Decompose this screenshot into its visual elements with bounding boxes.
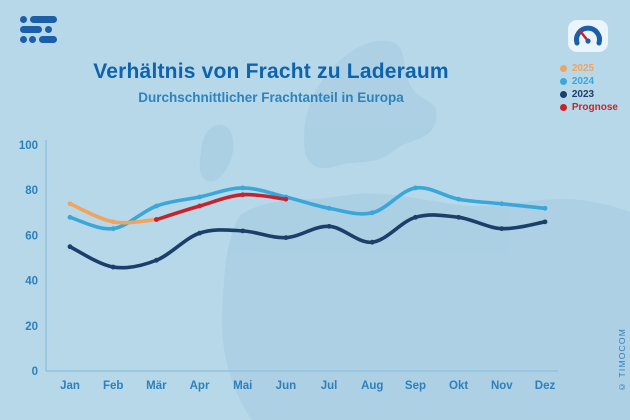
page-subtitle: Durchschnittlicher Frachtanteil in Europ… <box>138 90 404 105</box>
legend-item-2025: 2025 <box>559 62 618 75</box>
legend-label: 2024 <box>571 76 595 87</box>
map-britain <box>199 124 234 182</box>
x-tick-label: Jul <box>321 380 338 392</box>
map-mainland <box>221 193 630 420</box>
chart-legend: 2025 2024 2023 Prognose <box>559 20 618 114</box>
legend-item-prognose: Prognose <box>559 101 618 114</box>
legend-label: 2025 <box>571 63 595 74</box>
y-tick-label: 20 <box>25 321 38 333</box>
legend-marker-icon <box>559 104 567 111</box>
legend-label: Prognose <box>571 102 618 113</box>
y-tick-label: 100 <box>19 140 38 152</box>
y-tick-label: 0 <box>32 366 38 378</box>
series-prognose-line <box>153 192 289 222</box>
legend-item-2024: 2024 <box>559 75 618 88</box>
copyright-watermark: © TIMOCOM <box>617 327 627 392</box>
x-tick-label: Okt <box>449 380 468 392</box>
y-tick-label: 40 <box>25 276 38 288</box>
x-tick-label: Dez <box>535 380 556 392</box>
series-2023-line <box>67 213 548 270</box>
map-scandinavia <box>304 40 437 169</box>
timocom-logo <box>20 16 64 48</box>
legend-marker-icon <box>559 78 567 85</box>
y-tick-label: 80 <box>25 185 38 197</box>
x-tick-label: Jun <box>276 380 296 392</box>
legend-marker-icon <box>559 91 567 98</box>
legend-label: 2023 <box>571 89 595 100</box>
x-tick-label: Jan <box>60 380 80 392</box>
x-tick-label: Apr <box>190 380 210 392</box>
series-2024-line <box>67 185 548 232</box>
title-block: Verhältnis von Fracht zu Laderaum Durchs… <box>28 60 514 105</box>
gauge-icon <box>567 20 608 57</box>
timocom-logo-icon <box>20 16 57 43</box>
legend-item-2023: 2023 <box>559 88 618 101</box>
legend-items: 2025 2024 2023 Prognose <box>559 62 618 114</box>
x-tick-label: Aug <box>361 380 383 392</box>
y-tick-label: 60 <box>25 230 38 242</box>
x-tick-label: Mär <box>146 380 167 392</box>
x-tick-label: Nov <box>491 380 513 392</box>
page-title: Verhältnis von Fracht zu Laderaum <box>93 60 449 83</box>
x-tick-label: Sep <box>405 380 426 392</box>
x-tick-label: Feb <box>103 380 123 392</box>
x-tick-label: Mai <box>233 380 252 392</box>
legend-marker-icon <box>559 65 567 72</box>
